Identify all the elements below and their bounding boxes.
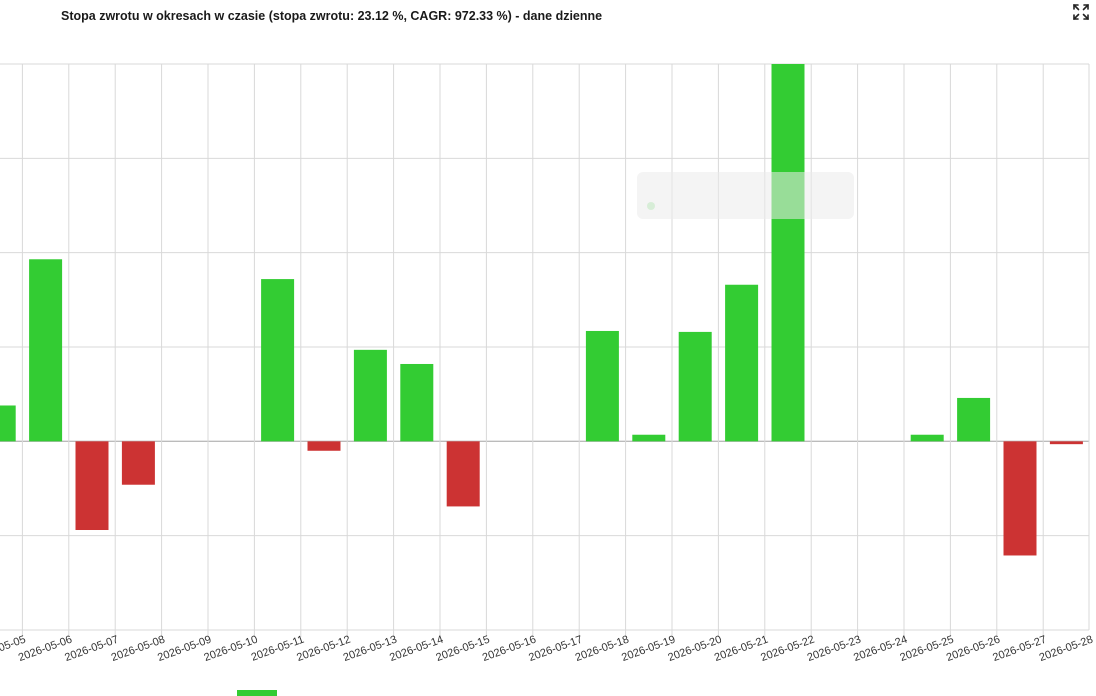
bar-2026-05-20[interactable] (678, 331, 712, 442)
bar-2026-05-27[interactable] (1003, 441, 1037, 556)
tooltip-ghost (637, 172, 854, 219)
bar-2026-05-06[interactable] (29, 259, 63, 442)
bar-2026-05-05[interactable] (0, 405, 16, 442)
bar-2026-05-12[interactable] (307, 441, 341, 451)
bar-2026-05-11[interactable] (261, 279, 295, 442)
grid-layer (0, 63, 1090, 637)
bar-2026-05-15[interactable] (446, 441, 480, 507)
bar-2026-05-22[interactable] (771, 64, 805, 442)
bar-2026-05-07[interactable] (75, 441, 109, 531)
expand-icon (1073, 4, 1089, 20)
tooltip-marker (647, 202, 655, 210)
bar-2026-05-14[interactable] (400, 363, 434, 442)
x-tick-label: 2026-05-28 (1038, 634, 1095, 665)
bar-2026-05-28[interactable] (1049, 441, 1083, 445)
chart-title: Stopa zwrotu w okresach w czasie (stopa … (61, 9, 603, 23)
x-tick-labels: 2026-05-052026-05-062026-05-072026-05-08… (0, 634, 1095, 665)
bar-2026-05-21[interactable] (725, 284, 759, 442)
bar-2026-05-18[interactable] (585, 330, 619, 442)
bar-2026-05-19[interactable] (632, 434, 666, 442)
x-tick-label: 2026-05-10 (202, 634, 259, 665)
bar-2026-05-26[interactable] (957, 397, 991, 442)
expand-button[interactable] (1070, 1, 1092, 23)
bar-2026-05-08[interactable] (121, 441, 155, 485)
bar-2026-05-25[interactable] (910, 434, 944, 442)
bar-2026-05-13[interactable] (353, 349, 387, 442)
bars-layer (0, 64, 1083, 556)
legend[interactable] (237, 690, 277, 696)
legend-swatch (237, 690, 277, 696)
